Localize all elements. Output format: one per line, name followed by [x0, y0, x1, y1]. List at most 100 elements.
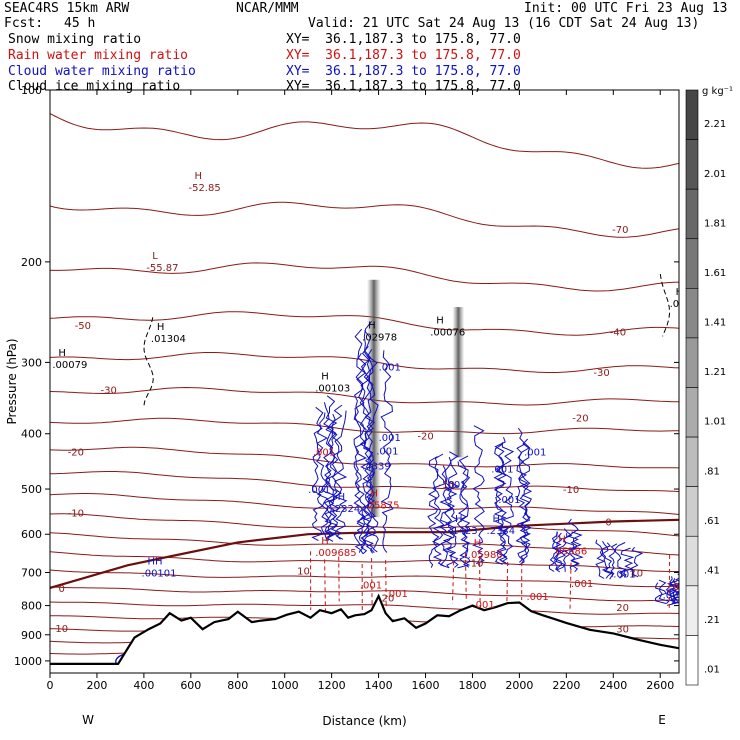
- colorbar-swatch: [685, 337, 699, 388]
- isotherm-label: -50: [75, 321, 91, 332]
- east-end-label: E: [658, 713, 666, 727]
- isotherm-label: -10: [68, 509, 84, 520]
- snow-plume: [452, 307, 465, 458]
- isotherm-label: -10: [438, 480, 454, 491]
- colorbar-swatch: [685, 436, 699, 487]
- extremum-value: .038: [670, 299, 692, 310]
- valid-time: Valid: 21 UTC Sat 24 Aug 13 (16 CDT Sat …: [308, 16, 700, 31]
- contour-value-label: .001: [376, 446, 398, 457]
- y-tick-label: 200: [21, 256, 42, 269]
- cloud-water-contour: [324, 413, 338, 542]
- contour-value-label: .001: [524, 448, 546, 459]
- y-axis-title: Pressure (hPa): [5, 338, 19, 424]
- contour-value-label: .001: [444, 480, 466, 491]
- snow-plume: [366, 279, 381, 518]
- extremum-value: .1423: [449, 526, 478, 537]
- contour-value-label: .001: [526, 592, 548, 603]
- x-tick-label: 2400: [599, 679, 627, 692]
- isotherm-label: -30: [593, 368, 609, 379]
- cloud-water-contour: [325, 395, 338, 541]
- colorbar-swatch: [685, 635, 699, 686]
- contour-value-label: .001: [472, 600, 494, 611]
- cloud-water-contour: [619, 547, 635, 578]
- cloud-water-contour: [456, 461, 471, 569]
- rain-water-contour: [371, 558, 373, 608]
- extremum-marker: H: [676, 287, 684, 298]
- colorbar-label: 1.41: [704, 318, 726, 329]
- cloud-water-contour: [442, 456, 456, 569]
- isotherm-label: 10: [55, 624, 68, 635]
- colorbar-label: .61: [704, 516, 720, 527]
- x-tick-label: 400: [133, 679, 154, 692]
- cloud-water-contour: [471, 425, 486, 565]
- cloud-water-contour: [427, 456, 440, 568]
- extremum-value: .00103: [315, 384, 350, 395]
- cloud-water-contour: [654, 582, 668, 604]
- isotherm-line: [50, 262, 679, 292]
- isotherm-label: 0: [605, 518, 611, 529]
- x-tick-label: 1400: [365, 679, 393, 692]
- isotherm-label: -10: [563, 485, 579, 496]
- contour-value-label: .001: [386, 589, 408, 600]
- isotherm-label: 0: [59, 584, 65, 595]
- rain-water-contour: [452, 561, 455, 604]
- cloud-water-contour: [501, 442, 515, 565]
- colorbar-label: 1.81: [704, 218, 726, 229]
- rain-water-contour: [324, 559, 326, 613]
- isotherm-label: -40: [610, 328, 626, 339]
- isotherm-line: [50, 311, 679, 336]
- isotherm-line: [50, 471, 679, 493]
- cloud-water-contour: [311, 406, 324, 542]
- colorbar-swatch: [685, 238, 699, 289]
- y-tick-label: 600: [21, 528, 42, 541]
- x-tick-label: 0: [47, 679, 54, 692]
- contour-value-label: .001: [613, 570, 635, 581]
- extremum-value: .2324: [332, 504, 361, 515]
- extremum-marker: H: [493, 514, 501, 525]
- isotherm-line: [50, 417, 679, 435]
- extremum-marker: H: [157, 322, 165, 333]
- x-tick-label: 1200: [318, 679, 346, 692]
- colorbar-swatch: [685, 139, 699, 190]
- field-name-cloud-water: Cloud water mixing ratio: [8, 64, 196, 79]
- field-name-rain: Rain water mixing ratio: [8, 48, 189, 63]
- cloud-ice-contour: [143, 317, 154, 407]
- isotherm-line: [50, 586, 679, 602]
- cloud-water-contour: [554, 533, 568, 571]
- plot-frame: [49, 89, 680, 674]
- colorbar-label: 2.01: [704, 169, 726, 180]
- colorbar-swatch: [685, 585, 699, 636]
- cloud-water-contour: [446, 451, 460, 568]
- cloud-water-contour: [515, 443, 529, 563]
- cloud-water-contour: [671, 579, 679, 605]
- cloud-water-contour: [570, 531, 584, 573]
- extremum-value: .00076: [430, 328, 465, 339]
- center-label: NCAR/MMM: [236, 1, 299, 16]
- x-tick-label: 1800: [458, 679, 486, 692]
- x-tick-label: 800: [227, 679, 248, 692]
- isotherm-label: 30: [616, 624, 629, 635]
- y-tick-label: 100: [21, 84, 42, 97]
- cloud-water-contour: [333, 410, 348, 540]
- cloud-water-contour: [519, 438, 533, 563]
- colorbar-label: 2.21: [704, 119, 726, 130]
- terrain-line: [50, 593, 679, 665]
- cloud-water-contour: [665, 576, 679, 606]
- cloud-water-contour: [608, 543, 618, 580]
- cloud-water-contour: [353, 352, 367, 555]
- field-xy-snow: XY= 36.1,187.3 to 175.8, 77.0: [286, 32, 521, 47]
- cloud-water-contour: [493, 437, 507, 565]
- extremum-value: .05586: [552, 546, 587, 557]
- y-tick-label: 1000: [14, 655, 42, 668]
- isotherm-label: -20: [572, 414, 588, 425]
- colorbar-unit: g kg⁻¹: [702, 86, 733, 97]
- rain-water-contour: [338, 556, 340, 602]
- colorbar-label: 1.61: [704, 268, 726, 279]
- cloud-ice-contour: [659, 273, 671, 337]
- extremum-marker: H: [194, 171, 202, 182]
- isotherm-line: [50, 569, 679, 588]
- cloud-water-contour: [359, 345, 373, 555]
- forecast-label: Fcst:: [4, 16, 44, 31]
- field-xy-rain: XY= 36.1,187.3 to 175.8, 77.0: [286, 48, 521, 63]
- cloud-water-contour: [431, 453, 445, 567]
